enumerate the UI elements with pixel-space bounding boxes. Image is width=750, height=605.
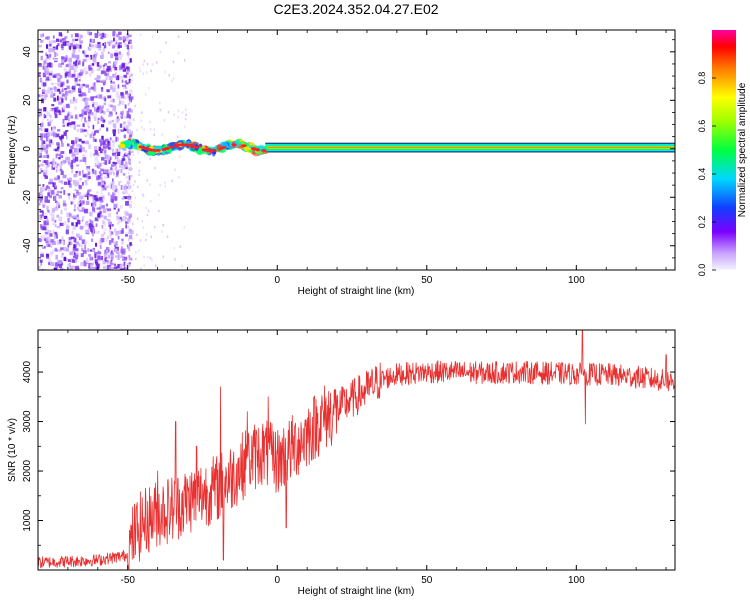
spectrogram-frame xyxy=(37,29,676,271)
colorbar-tick-label: 0.8 xyxy=(697,72,707,85)
x-tick-label: 50 xyxy=(421,575,433,586)
snr-xlabel: Height of straight line (km) xyxy=(298,586,415,597)
colorbar-label: Normalized spectral amplitude xyxy=(737,82,748,217)
x-tick-label: 100 xyxy=(568,275,585,286)
y-tick-label: 0 xyxy=(22,146,33,152)
spectrogram-panel: -50 0 50 100 -40 -20 0 20 40 Height of straight … xyxy=(7,29,676,297)
y-tick-label: 1000 xyxy=(22,509,33,532)
colorbar-tick-label: 0.0 xyxy=(697,264,707,277)
spectrogram-axes: -50 0 50 100 -40 -20 0 20 40 xyxy=(22,30,675,286)
y-tick-label: 40 xyxy=(22,46,33,58)
x-tick-label: 50 xyxy=(421,275,433,286)
x-tick-label: 0 xyxy=(274,575,280,586)
x-tick-label: 0 xyxy=(274,275,280,286)
carrier-band xyxy=(265,143,675,153)
snr-series-line xyxy=(38,330,675,570)
x-tick-label: -50 xyxy=(120,275,135,286)
colorbar-gradient xyxy=(712,30,736,270)
colorbar-tick-label: 0.4 xyxy=(697,168,707,181)
colorbar: 0.0 0.2 0.4 0.6 0.8 Normalized spectral ampl… xyxy=(697,30,748,276)
figure-title: C2E3.2024.352.04.27.E02 xyxy=(273,1,438,17)
snr-ylabel: SNR (10 * v/v) xyxy=(7,418,18,482)
y-tick-label: 3000 xyxy=(22,410,33,433)
colorbar-tick-label: 0.6 xyxy=(697,120,707,133)
snr-axes: -50 0 50 100 1000 2000 3000 4000 xyxy=(22,330,675,586)
spectrogram-heatmap xyxy=(38,30,675,270)
spectrogram-ylabel: Frequency (Hz) xyxy=(7,116,18,185)
snr-panel: -50 0 50 100 1000 2000 3000 4000 Height of stra… xyxy=(7,329,676,597)
spectrogram-xlabel: Height of straight line (km) xyxy=(298,286,415,297)
y-tick-label: 20 xyxy=(22,94,33,106)
y-tick-label: -40 xyxy=(22,238,33,253)
x-tick-label: 100 xyxy=(568,575,585,586)
x-tick-label: -50 xyxy=(120,575,135,586)
colorbar-ticks: 0.0 0.2 0.4 0.6 0.8 xyxy=(697,72,716,277)
y-tick-label: -20 xyxy=(22,190,33,205)
snr-frame xyxy=(37,329,676,571)
y-tick-label: 2000 xyxy=(22,459,33,482)
y-tick-label: 4000 xyxy=(22,361,33,384)
colorbar-tick-label: 0.2 xyxy=(697,216,707,229)
